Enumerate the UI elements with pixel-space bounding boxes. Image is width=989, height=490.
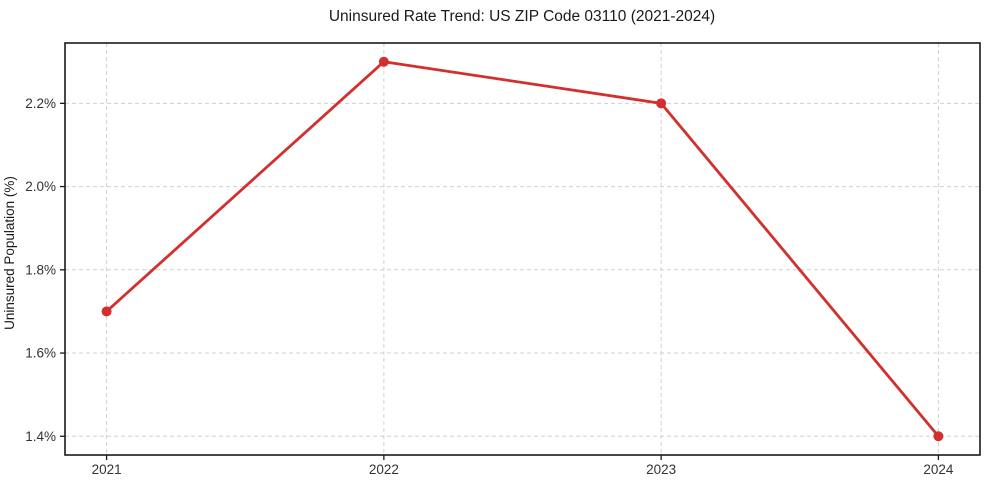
axes: 2021 2022 2023 2024 1.4% 1.6% 1.8% 2.0% 2.2% xyxy=(25,42,981,477)
gridlines xyxy=(65,43,980,455)
x-tick-label: 2022 xyxy=(369,462,399,477)
plot-border xyxy=(64,42,981,456)
x-tick-label: 2021 xyxy=(92,462,122,477)
data-point-marker-2022 xyxy=(378,56,389,67)
y-tick-label: 1.8% xyxy=(25,262,56,277)
trend-line-series xyxy=(101,56,944,442)
y-axis-label: Uninsured Population (%) xyxy=(2,176,17,330)
data-point-marker-2021 xyxy=(101,306,112,317)
x-tick-label: 2024 xyxy=(923,462,954,477)
trend-line xyxy=(105,60,940,438)
data-point-marker-2023 xyxy=(656,98,667,109)
x-tick-label: 2023 xyxy=(646,462,676,477)
chart-title: Uninsured Rate Trend: US ZIP Code 03110 … xyxy=(329,8,715,25)
y-tick-label: 2.0% xyxy=(25,179,56,194)
y-tick-label: 2.2% xyxy=(25,96,56,111)
data-point-marker-2024 xyxy=(933,431,944,442)
y-tick-label: 1.4% xyxy=(25,429,56,444)
y-tick-label: 1.6% xyxy=(25,346,56,361)
